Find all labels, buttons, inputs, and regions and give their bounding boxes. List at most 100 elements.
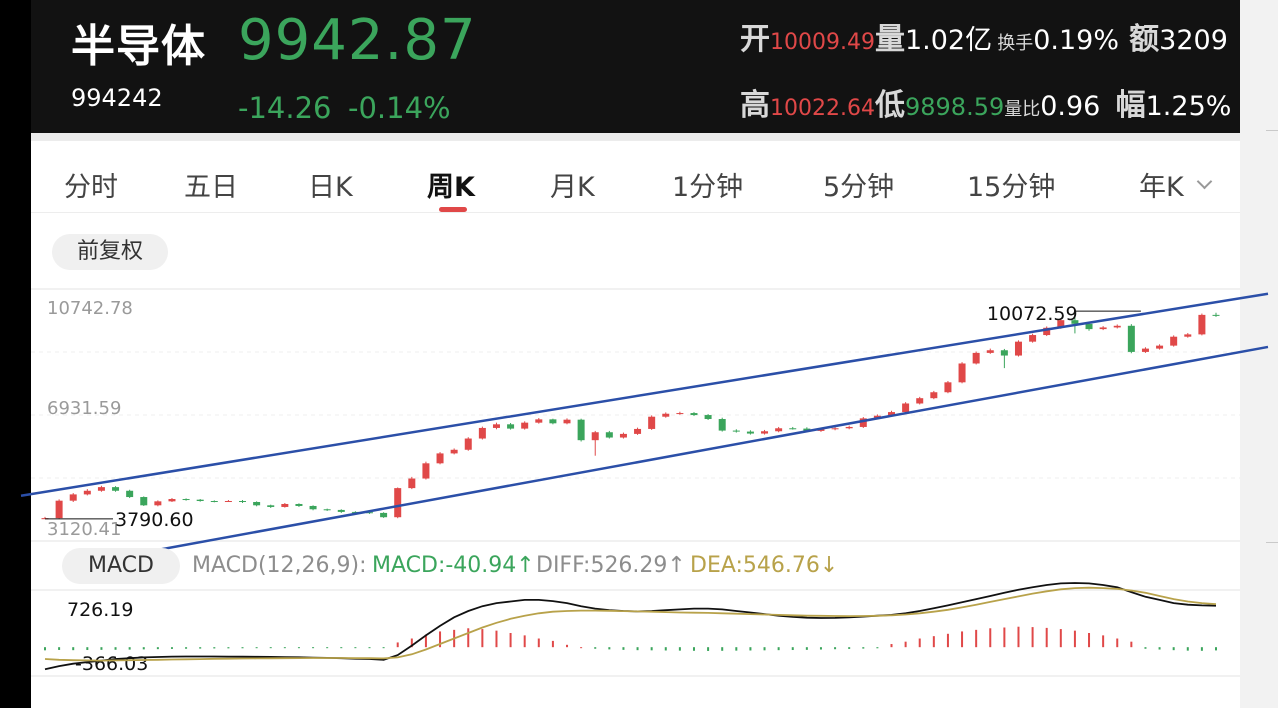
macd-bar — [1045, 627, 1048, 648]
current-price: 9942.87 — [238, 8, 477, 73]
tab-5min[interactable]: 5分钟 — [823, 172, 895, 203]
channel-lower-line — [140, 345, 1269, 555]
candle-body — [775, 428, 783, 432]
candle-body — [380, 512, 388, 518]
candle-body — [408, 478, 416, 489]
dea-value: DEA:546.76↓ — [690, 553, 839, 578]
macd-bar — [580, 647, 583, 649]
macd-bar — [509, 633, 512, 648]
candle-body — [1184, 334, 1192, 337]
candle-body — [873, 415, 881, 419]
candle-body — [182, 499, 190, 501]
candle-body — [450, 449, 458, 454]
macd-bar — [594, 647, 597, 649]
candle-body — [365, 512, 373, 514]
candle-body — [986, 350, 994, 353]
macd-bar — [918, 638, 921, 648]
macd-bar — [848, 647, 851, 649]
candle-body — [845, 426, 853, 429]
candle-body — [803, 428, 811, 431]
candle-body — [648, 416, 656, 429]
macd-bar — [1017, 626, 1020, 648]
channel-upper-line — [20, 292, 1269, 497]
macd-bar — [340, 647, 343, 649]
macd-bar — [876, 647, 879, 649]
candle-body — [958, 363, 966, 383]
candle-body — [746, 431, 754, 434]
y-axis-top-label: 10742.78 — [47, 298, 133, 319]
price-change: -14.26 — [238, 91, 332, 125]
macd-bar — [636, 647, 639, 651]
candle-body — [676, 413, 684, 415]
macd-bar — [566, 644, 569, 648]
macd-bar — [650, 647, 653, 651]
macd-bar — [1102, 635, 1105, 648]
macd-lines-group — [44, 582, 1217, 671]
macd-bar — [1130, 641, 1133, 648]
macd-bar — [1073, 630, 1076, 648]
tab-five-day[interactable]: 五日 — [184, 172, 238, 203]
macd-chart[interactable]: 726.19 -366.03 — [31, 582, 1240, 688]
candle-body — [295, 503, 303, 506]
candlestick-chart[interactable]: 10742.78 6931.59 3120.41 10072.59 3790.60 — [20, 285, 1269, 555]
right-edge-panel — [1240, 0, 1278, 708]
amplitude-value: 1.25% — [1145, 91, 1232, 122]
dea-line — [44, 586, 1217, 662]
macd-bar — [622, 647, 625, 650]
candle-body — [902, 403, 910, 413]
macd-bar — [481, 629, 484, 648]
candle-body — [1085, 323, 1093, 330]
tab-weekly-k[interactable]: 周K — [427, 172, 475, 203]
candle-body — [704, 415, 712, 420]
chevron-down-icon[interactable] — [1196, 173, 1213, 190]
macd-bar — [608, 647, 611, 650]
open-value: 10009.49 — [770, 30, 875, 55]
candle-body — [154, 501, 162, 506]
candle-body — [337, 509, 345, 512]
tab-monthly-k[interactable]: 月K — [550, 172, 595, 203]
macd-bar — [1144, 647, 1147, 649]
macd-y-bottom-label: -366.03 — [75, 653, 148, 675]
tab-intraday[interactable]: 分时 — [64, 172, 118, 203]
macd-y-top-label: 726.19 — [67, 599, 133, 621]
macd-bar — [170, 647, 173, 649]
left-black-bar — [0, 0, 31, 708]
macd-bar — [312, 647, 315, 649]
candle-body — [1113, 325, 1121, 328]
macd-bar — [255, 647, 258, 649]
candle-body — [1198, 314, 1206, 335]
tab-daily-k[interactable]: 日K — [308, 172, 353, 203]
macd-bar — [1088, 633, 1091, 648]
candle-body — [521, 422, 529, 429]
macd-bar — [142, 647, 145, 650]
candle-body — [464, 438, 472, 450]
candle-body — [831, 428, 839, 430]
turnover-value: 0.19% — [1033, 25, 1119, 56]
candle-body — [1014, 341, 1022, 356]
candle-body — [718, 419, 726, 431]
tab-yearly-k[interactable]: 年K — [1139, 172, 1184, 203]
high-stat: 高10022.64低9898.59量比0.96 幅1.25% — [740, 88, 1232, 123]
min-marker-label: 3790.60 — [115, 509, 194, 531]
candle-body — [1000, 350, 1008, 356]
macd-bar — [819, 647, 822, 650]
candle-body — [478, 427, 486, 439]
candle-body — [605, 432, 613, 438]
macd-histogram-group — [44, 626, 1217, 651]
candle-body — [1029, 335, 1037, 342]
volume-value: 1.02亿 — [904, 25, 993, 56]
macd-bar — [749, 647, 752, 651]
candle-body — [83, 490, 91, 495]
candle-body — [253, 502, 261, 506]
candle-body — [634, 428, 642, 434]
macd-bar — [961, 631, 964, 648]
candle-body — [1127, 325, 1135, 352]
quote-header: 半导体 994242 9942.87 -14.26 -0.14% 开10009.… — [31, 0, 1240, 133]
macd-bar — [1031, 627, 1034, 648]
tab-1min[interactable]: 1分钟 — [672, 172, 744, 203]
tab-15min[interactable]: 15分钟 — [967, 172, 1056, 203]
macd-indicator-button[interactable]: MACD — [62, 548, 180, 584]
y-axis-bottom-label: 3120.41 — [47, 519, 121, 540]
macd-bar — [86, 647, 89, 651]
adjust-button[interactable]: 前复权 — [52, 234, 168, 270]
